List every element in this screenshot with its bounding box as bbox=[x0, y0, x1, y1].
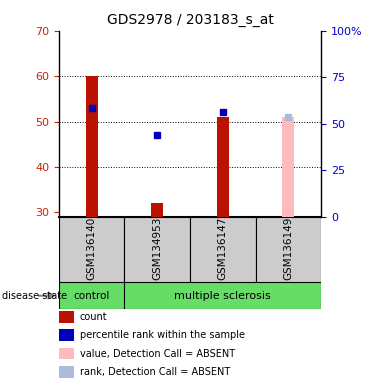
Bar bbox=[151, 204, 163, 217]
Bar bbox=[282, 117, 294, 217]
Text: GSM136147: GSM136147 bbox=[218, 217, 228, 280]
Text: GSM134953: GSM134953 bbox=[152, 217, 162, 280]
Bar bbox=[190, 217, 255, 282]
Text: GSM136149: GSM136149 bbox=[283, 217, 293, 280]
Bar bbox=[217, 117, 229, 217]
Bar bbox=[86, 76, 98, 217]
Bar bbox=[255, 217, 321, 282]
Text: disease state: disease state bbox=[2, 291, 67, 301]
Text: GSM136140: GSM136140 bbox=[87, 217, 97, 280]
Text: rank, Detection Call = ABSENT: rank, Detection Call = ABSENT bbox=[80, 367, 230, 377]
Text: multiple sclerosis: multiple sclerosis bbox=[174, 291, 271, 301]
Text: count: count bbox=[80, 312, 108, 322]
Text: control: control bbox=[73, 291, 110, 301]
Text: value, Detection Call = ABSENT: value, Detection Call = ABSENT bbox=[80, 349, 235, 359]
Bar bbox=[59, 217, 124, 282]
Bar bbox=[124, 217, 190, 282]
Text: percentile rank within the sample: percentile rank within the sample bbox=[80, 330, 245, 340]
Title: GDS2978 / 203183_s_at: GDS2978 / 203183_s_at bbox=[106, 13, 274, 27]
